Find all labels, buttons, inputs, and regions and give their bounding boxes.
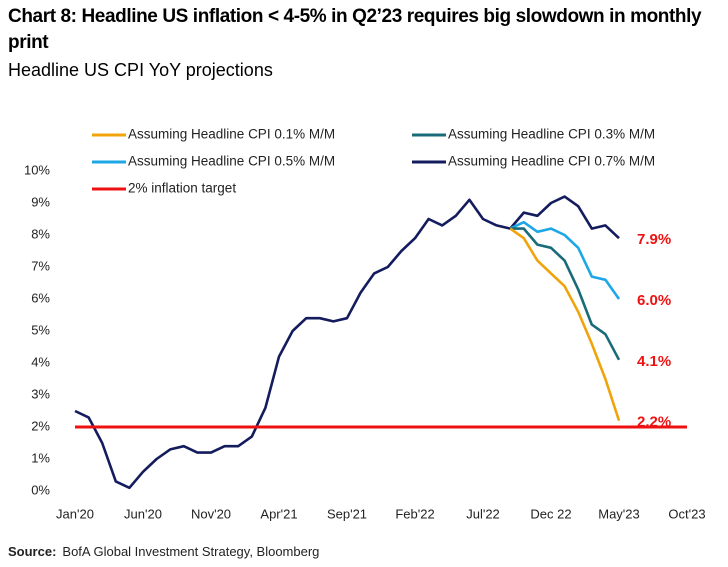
y-tick-label: 0% [31,482,50,497]
y-tick-label: 9% [31,194,50,209]
y-tick-label: 8% [31,226,50,241]
y-tick-label: 7% [31,258,50,273]
x-tick-label: Jun'20 [124,506,162,521]
end-label: 7.9% [637,231,671,248]
x-tick-label: Jan'20 [56,506,94,521]
y-tick-label: 5% [31,322,50,337]
y-tick-label: 6% [31,290,50,305]
x-tick-label: Apr'21 [260,506,297,521]
legend-label: Assuming Headline CPI 0.1% M/M [128,127,335,142]
series-line [510,227,621,361]
legend-label: Assuming Headline CPI 0.5% M/M [128,154,335,169]
series-line [509,220,621,300]
y-tick-label: 4% [31,354,50,369]
chart: 0% 1% 2% 3% 4% 5% 6% 7% 8% 9% 10% Jan'20 Jun'20 Nov'2… [24,127,706,522]
x-tick-label: Sep'21 [327,506,367,521]
x-tick-label: Dec 22 [530,506,571,521]
series-line [74,198,511,490]
chart-subtitle: Headline US CPI YoY projections [8,60,273,80]
end-label: 4.1% [637,353,671,370]
end-label: 6.0% [637,292,671,309]
x-tick-label: Jul'22 [466,506,500,521]
source-label: Source: [8,544,57,559]
y-tick-label: 10% [24,162,50,177]
y-tick-label: 1% [31,450,50,465]
series-line [509,195,620,240]
legend-label: Assuming Headline CPI 0.7% M/M [448,154,655,169]
x-tick-label: May'23 [598,506,640,521]
source: Source: BofA Global Investment Strategy, … [8,544,319,559]
legend-label: Assuming Headline CPI 0.3% M/M [448,127,655,142]
x-tick-label: Feb'22 [395,506,434,521]
legend-label: 2% inflation target [128,181,236,196]
source-text: BofA Global Investment Strategy, Bloombe… [62,544,320,559]
chart-title: Chart 8: Headline US inflation < 4-5% in… [8,6,702,53]
y-tick-label: 2% [31,418,50,433]
y-tick-label: 3% [31,386,50,401]
x-tick-label: Nov'20 [191,506,231,521]
series-line [509,227,621,422]
x-tick-label: Oct'23 [668,506,705,521]
